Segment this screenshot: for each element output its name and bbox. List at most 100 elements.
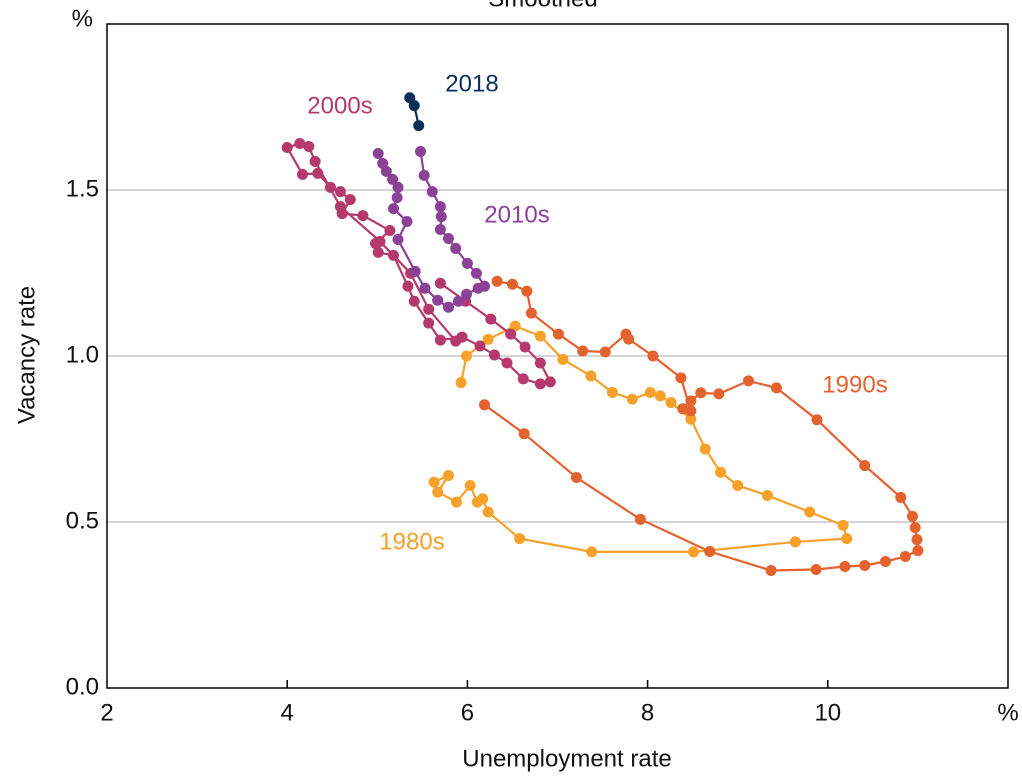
series-line: [483, 280, 920, 572]
data-point: [634, 513, 646, 525]
data-point: [423, 317, 435, 329]
data-point: [423, 303, 435, 315]
data-point: [303, 141, 315, 153]
data-point: [402, 280, 414, 292]
data-point: [418, 169, 430, 181]
data-point: [534, 378, 546, 390]
data-point: [544, 376, 556, 388]
data-point: [408, 295, 420, 307]
data-point: [461, 257, 473, 269]
data-point: [460, 288, 472, 300]
data-point: [685, 413, 697, 425]
data-point: [685, 395, 697, 407]
data-point: [732, 479, 744, 491]
x-axis-label: Unemployment rate: [462, 745, 671, 772]
data-point: [312, 167, 324, 179]
data-point: [841, 533, 853, 545]
data-point: [474, 340, 486, 352]
data-point: [501, 357, 513, 369]
data-point: [570, 472, 582, 484]
x-tick-label: 10: [814, 699, 841, 726]
data-point: [552, 328, 564, 340]
data-point: [743, 375, 755, 387]
series-label: 1990s: [822, 371, 887, 398]
data-point: [911, 534, 923, 546]
series-label: 2010s: [484, 201, 549, 228]
data-point: [434, 224, 446, 236]
data-point: [859, 559, 871, 571]
data-point: [408, 100, 420, 112]
data-point: [585, 370, 597, 382]
data-point: [464, 479, 476, 491]
data-point: [906, 510, 918, 522]
data-point: [281, 142, 293, 154]
data-point: [442, 232, 454, 244]
data-point: [626, 393, 638, 405]
data-point: [665, 396, 677, 408]
data-point: [839, 560, 851, 572]
data-point: [452, 295, 464, 307]
data-point: [909, 522, 921, 534]
data-point: [482, 333, 494, 345]
data-point: [879, 556, 891, 568]
data-point: [387, 173, 399, 185]
data-point: [525, 307, 537, 319]
data-point: [895, 491, 907, 503]
data-point: [470, 267, 482, 279]
data-point: [518, 428, 530, 440]
data-point: [505, 328, 517, 340]
data-point: [392, 181, 404, 193]
data-point: [534, 357, 546, 369]
data-point: [434, 201, 446, 213]
data-point: [388, 249, 400, 261]
data-point: [534, 330, 546, 342]
data-point: [521, 285, 533, 297]
data-point: [372, 147, 384, 159]
data-point: [509, 320, 521, 332]
data-point: [432, 486, 444, 498]
series-label: 1980s: [379, 528, 444, 555]
data-point: [644, 387, 656, 399]
data-point: [789, 536, 801, 548]
data-point: [435, 211, 447, 223]
x-tick-label: 4: [281, 699, 294, 726]
data-point: [647, 350, 659, 362]
series: [372, 145, 491, 313]
data-point: [434, 277, 446, 289]
data-point: [688, 546, 700, 558]
data-point: [810, 563, 822, 575]
data-point: [586, 546, 598, 558]
y-tick-label: 1.0: [66, 341, 99, 368]
data-point: [380, 165, 392, 177]
data-point: [384, 225, 396, 237]
series-line: [285, 142, 552, 386]
data-point: [401, 216, 413, 228]
data-point: [811, 414, 823, 426]
data-point: [357, 210, 369, 222]
data-point: [413, 120, 425, 132]
data-point: [620, 328, 632, 340]
data-point: [404, 92, 416, 104]
x-tick-label: 8: [641, 699, 654, 726]
x-tick-label: 2: [100, 699, 113, 726]
data-point: [442, 470, 454, 482]
data-point: [477, 493, 489, 505]
data-point: [685, 405, 697, 417]
data-point: [388, 203, 400, 215]
y-axis-label: Vacancy rate: [13, 286, 40, 424]
data-point: [606, 387, 618, 399]
data-point: [391, 192, 403, 204]
data-point: [392, 233, 404, 245]
data-point: [455, 377, 467, 389]
data-point: [419, 282, 431, 294]
x-tick-label: 6: [461, 699, 474, 726]
series-label: 2018: [445, 70, 498, 97]
plot-frame: [106, 23, 1009, 689]
data-point: [514, 533, 526, 545]
data-point: [409, 265, 421, 277]
data-point: [899, 551, 911, 563]
data-point: [460, 350, 472, 362]
data-point: [699, 443, 711, 455]
data-point: [434, 334, 446, 346]
